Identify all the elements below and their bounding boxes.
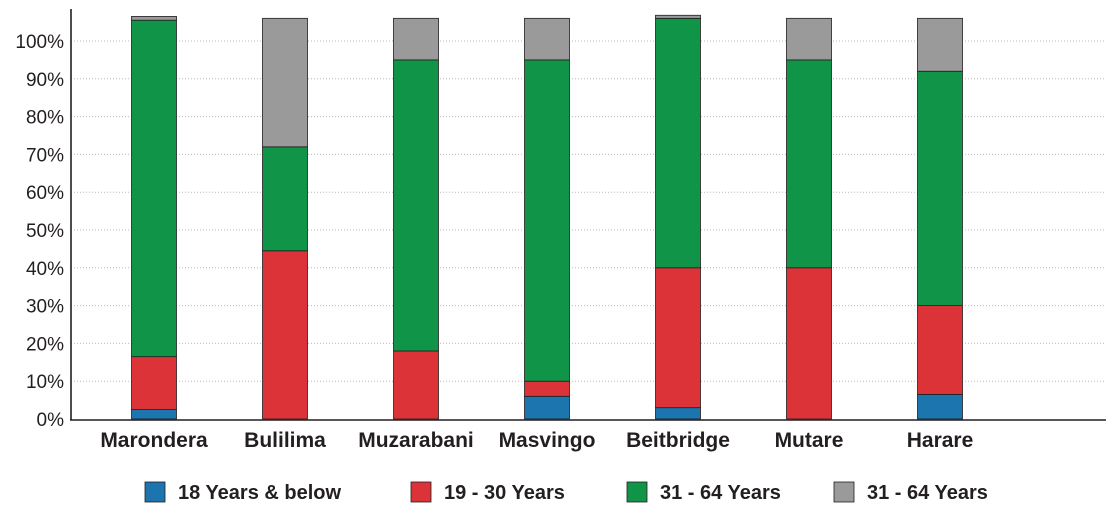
bar-segment: [262, 250, 308, 420]
bar-segment: [524, 380, 570, 397]
x-category-label: Bulilima: [244, 429, 326, 452]
y-tick-label: 20%: [26, 334, 64, 355]
y-tick-label: 70%: [26, 145, 64, 166]
y-tick-label: 80%: [26, 108, 64, 129]
bar-segment: [393, 59, 439, 352]
bar-segment: [131, 19, 177, 358]
bar-segment: [524, 17, 570, 61]
legend-label: 18 Years & below: [178, 482, 342, 504]
bar-segment: [917, 305, 963, 395]
legend: 18 Years & below 19 - 30 Years 31 - 64 Yea…: [144, 481, 988, 504]
legend-label: 19 - 30 Years: [444, 482, 565, 504]
legend-swatch: [626, 481, 648, 503]
y-tick-label: 10%: [26, 372, 64, 393]
y-tick-label: 90%: [26, 70, 64, 91]
bar-segment: [786, 17, 832, 61]
bars: [131, 14, 963, 420]
bar-segment: [131, 16, 177, 21]
bar-segment: [262, 17, 308, 148]
x-category-label: Muzarabani: [358, 429, 474, 452]
legend-swatch: [144, 481, 166, 503]
legend-swatch: [410, 481, 432, 503]
bar-segment: [917, 17, 963, 72]
bar-segment: [262, 146, 308, 252]
x-category-label: Harare: [907, 429, 974, 452]
y-tick-label: 40%: [26, 259, 64, 280]
bar-segment: [655, 14, 701, 19]
y-tick-label: 60%: [26, 183, 64, 204]
bar-segment: [786, 267, 832, 420]
x-category-labels: Marondera Bulilima Muzarabani Masvingo Beitb…: [100, 429, 973, 452]
x-category-label: Beitbridge: [626, 429, 730, 452]
x-category-label: Marondera: [100, 429, 208, 452]
bar-segment: [524, 59, 570, 382]
bar-segment: [917, 70, 963, 306]
y-tick-label: 50%: [26, 221, 64, 242]
bar-segment: [655, 267, 701, 409]
bar-segment: [131, 409, 177, 420]
bar-segment: [786, 59, 832, 269]
bar-segment: [917, 394, 963, 420]
bar-segment: [655, 17, 701, 269]
bar-segment: [655, 407, 701, 420]
x-category-label: Mutare: [775, 429, 844, 452]
legend-label: 31 - 64 Years: [660, 482, 781, 504]
x-category-label: Masvingo: [499, 429, 596, 452]
bar-segment: [393, 17, 439, 61]
y-tick-label: 0%: [37, 410, 65, 431]
legend-swatch: [833, 481, 855, 503]
y-tick-labels: 0% 10% 20% 30% 40% 50% 60% 70% 80% 90% 100%: [15, 32, 64, 431]
bar-segment: [131, 356, 177, 410]
axes: [70, 9, 1106, 421]
y-tick-label: 100%: [15, 32, 64, 53]
bar-segment: [393, 350, 439, 420]
bar-segment: [524, 395, 570, 420]
legend-label: 31 - 64 Years: [867, 482, 988, 504]
y-tick-label: 30%: [26, 297, 64, 318]
